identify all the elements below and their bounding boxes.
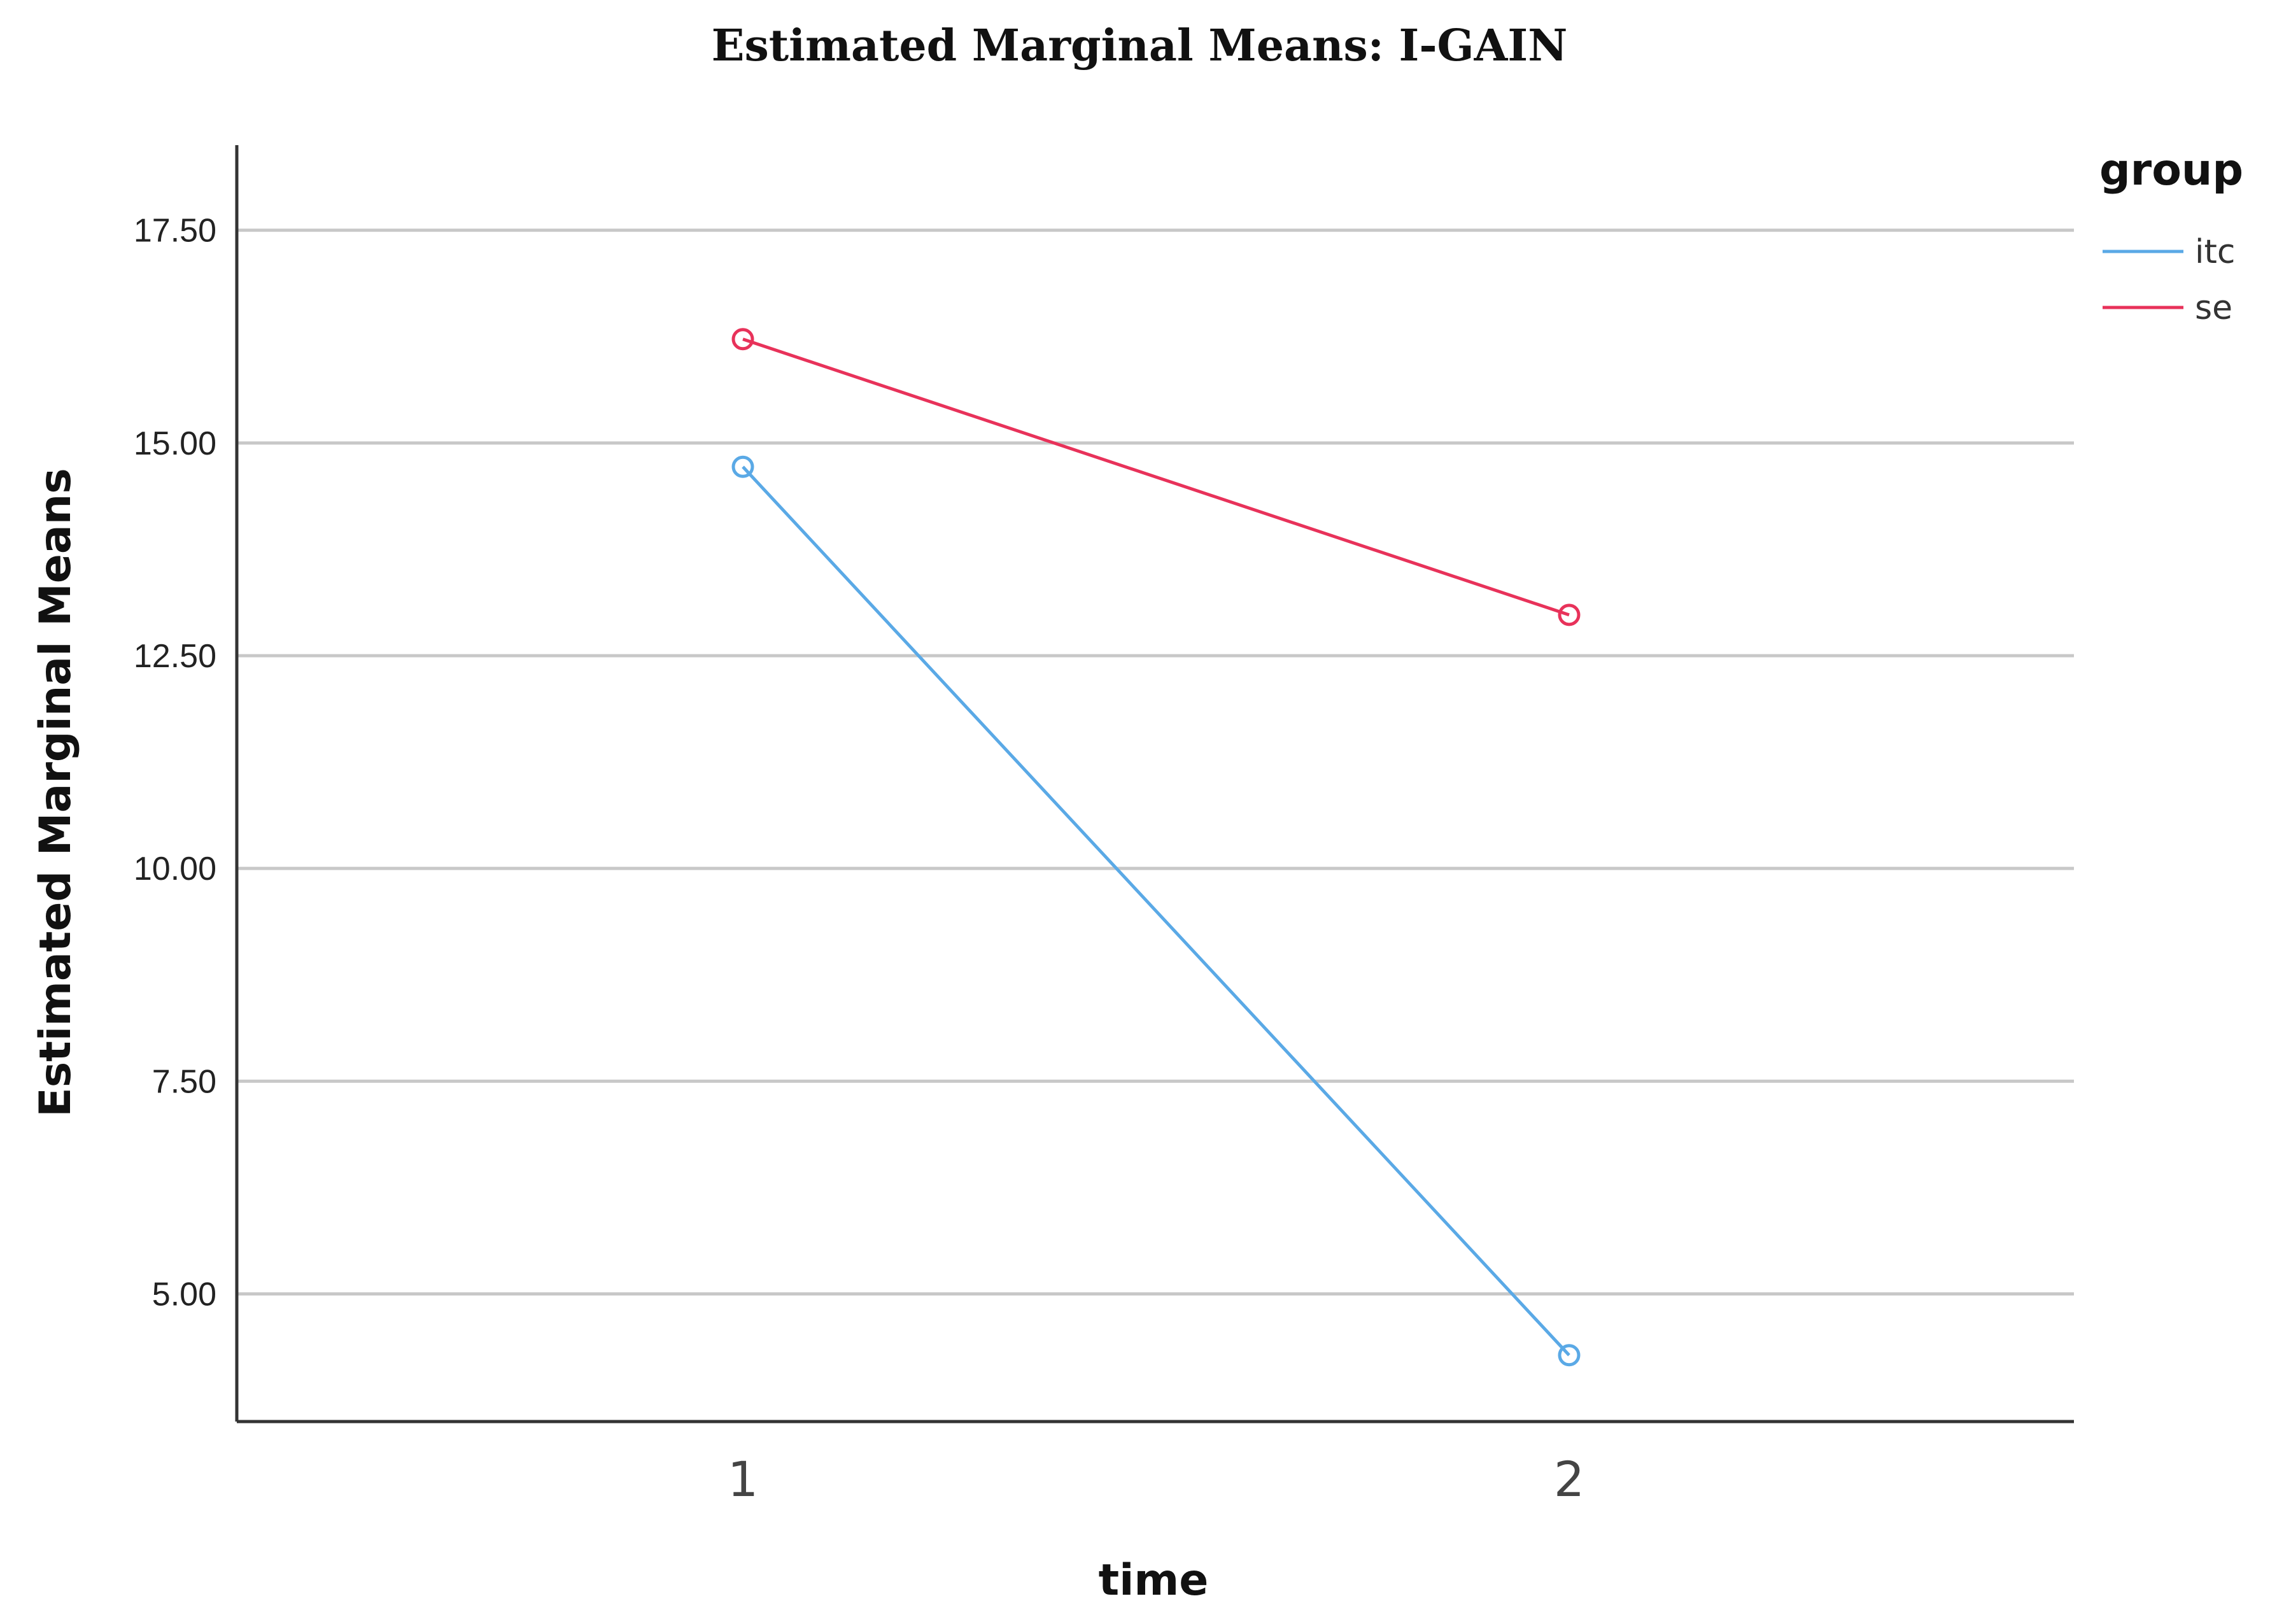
legend-title: group [2099, 145, 2243, 195]
legend-label-se: se [2195, 289, 2232, 327]
y-tick-label: 15.00 [134, 425, 216, 462]
legend-items: itc se [2103, 233, 2235, 327]
y-tick-label: 7.50 [152, 1063, 216, 1100]
y-tick-label: 12.50 [134, 638, 216, 675]
x-axis-title: time [1099, 1555, 1209, 1606]
series-line-se [742, 337, 1570, 617]
series-line-itc [742, 465, 1570, 1357]
data-point-itc [1558, 1344, 1581, 1367]
y-axis-ticks: 5.00 7.50 10.00 12.50 15.00 17.50 [134, 213, 216, 1313]
y-tick-label: 17.50 [134, 213, 216, 250]
legend: group itc se [2099, 145, 2243, 327]
x-tick-label: 1 [728, 1451, 758, 1507]
legend-label-itc: itc [2195, 233, 2235, 271]
y-tick-label: 10.00 [134, 851, 216, 887]
chart-title: Estimated Marginal Means: I-GAIN [712, 20, 1568, 71]
series-layer [731, 328, 1581, 1367]
data-point-se [1558, 604, 1581, 626]
y-tick-label: 5.00 [152, 1276, 216, 1313]
x-tick-label: 2 [1554, 1451, 1584, 1507]
y-axis-title: Estimated Marginal Means [31, 468, 81, 1117]
gridlines [237, 229, 2074, 1296]
data-point-itc [731, 455, 754, 478]
data-point-se [731, 328, 754, 351]
